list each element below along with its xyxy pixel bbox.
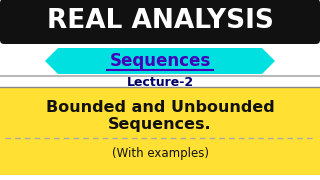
- FancyBboxPatch shape: [0, 0, 320, 44]
- FancyBboxPatch shape: [0, 87, 320, 175]
- Text: REAL ANALYSIS: REAL ANALYSIS: [47, 8, 273, 34]
- Text: (With examples): (With examples): [111, 147, 209, 159]
- Text: Lecture-2: Lecture-2: [126, 76, 194, 89]
- Text: Sequences: Sequences: [109, 52, 211, 70]
- Polygon shape: [45, 48, 275, 74]
- Text: Sequences.: Sequences.: [108, 116, 212, 132]
- Text: Bounded and Unbounded: Bounded and Unbounded: [46, 100, 274, 116]
